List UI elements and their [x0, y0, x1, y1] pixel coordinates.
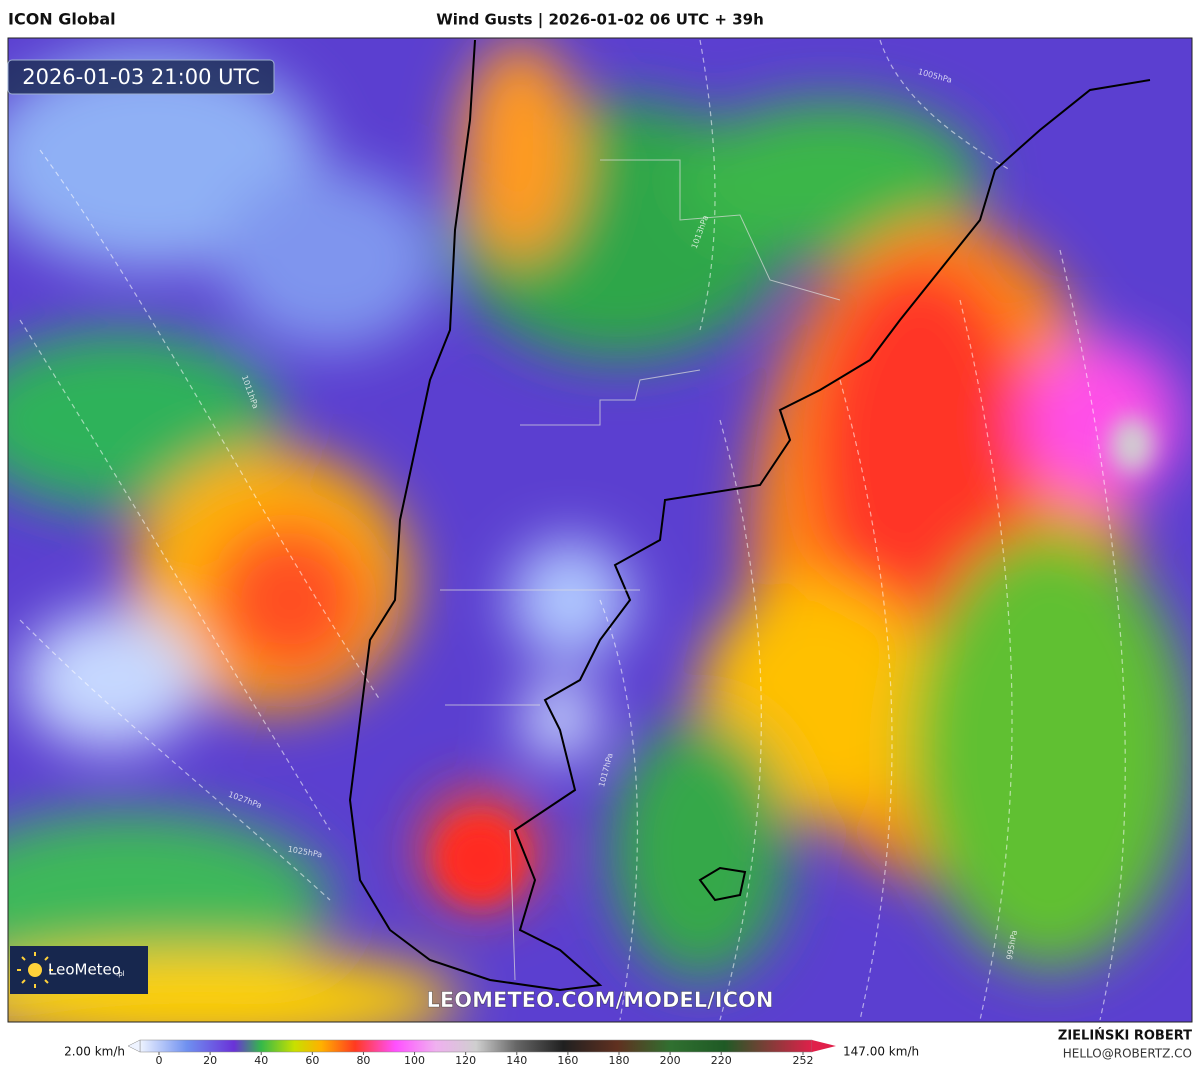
colorbar-tick-label: 0 — [156, 1054, 163, 1066]
colorbar-tick-label: 180 — [609, 1054, 630, 1066]
source-url: LEOMETEO.COM/MODEL/ICON — [427, 988, 774, 1012]
colorbar-tick-label: 40 — [254, 1054, 268, 1066]
email: HELLO@ROBERTZ.CO — [1063, 1047, 1192, 1061]
colorbar-tick-label: 20 — [203, 1054, 217, 1066]
colorbar — [139, 1039, 813, 1053]
author: ZIELIŃSKI ROBERT — [1058, 1028, 1192, 1044]
logo-suffix: .pl — [116, 970, 125, 978]
colorbar-tick-label: 252 — [793, 1054, 814, 1066]
colorbar-tick-label: 220 — [711, 1054, 732, 1066]
colorbar-min-arrow — [127, 1039, 141, 1053]
colorbar-tick-label: 140 — [506, 1054, 527, 1066]
colorbar-tick-label: 120 — [455, 1054, 476, 1066]
colorbar-tick-label: 160 — [557, 1054, 578, 1066]
colorbar-max-arrow — [812, 1040, 836, 1052]
logo-rays — [17, 952, 53, 988]
logo-sun — [28, 963, 42, 977]
colorbar-tick-label: 60 — [305, 1054, 319, 1066]
chart-title: Wind Gusts | 2026-01-02 06 UTC + 39h — [436, 11, 764, 30]
model-name: ICON Global — [8, 10, 116, 29]
colorbar-tick-label: 200 — [660, 1054, 681, 1066]
colorbar-max-label: 147.00 km/h — [843, 1045, 919, 1059]
colorbar-tick-label: 100 — [404, 1054, 425, 1066]
colorbar-tick-label: 80 — [356, 1054, 370, 1066]
valid-time-box — [7, 59, 275, 95]
map — [8, 38, 1192, 1022]
logo-text: LeoMeteo — [48, 961, 121, 979]
valid-time: 2026-01-03 21:00 UTC — [22, 65, 260, 89]
colorbar-min-label: 2.00 km/h — [64, 1045, 125, 1059]
